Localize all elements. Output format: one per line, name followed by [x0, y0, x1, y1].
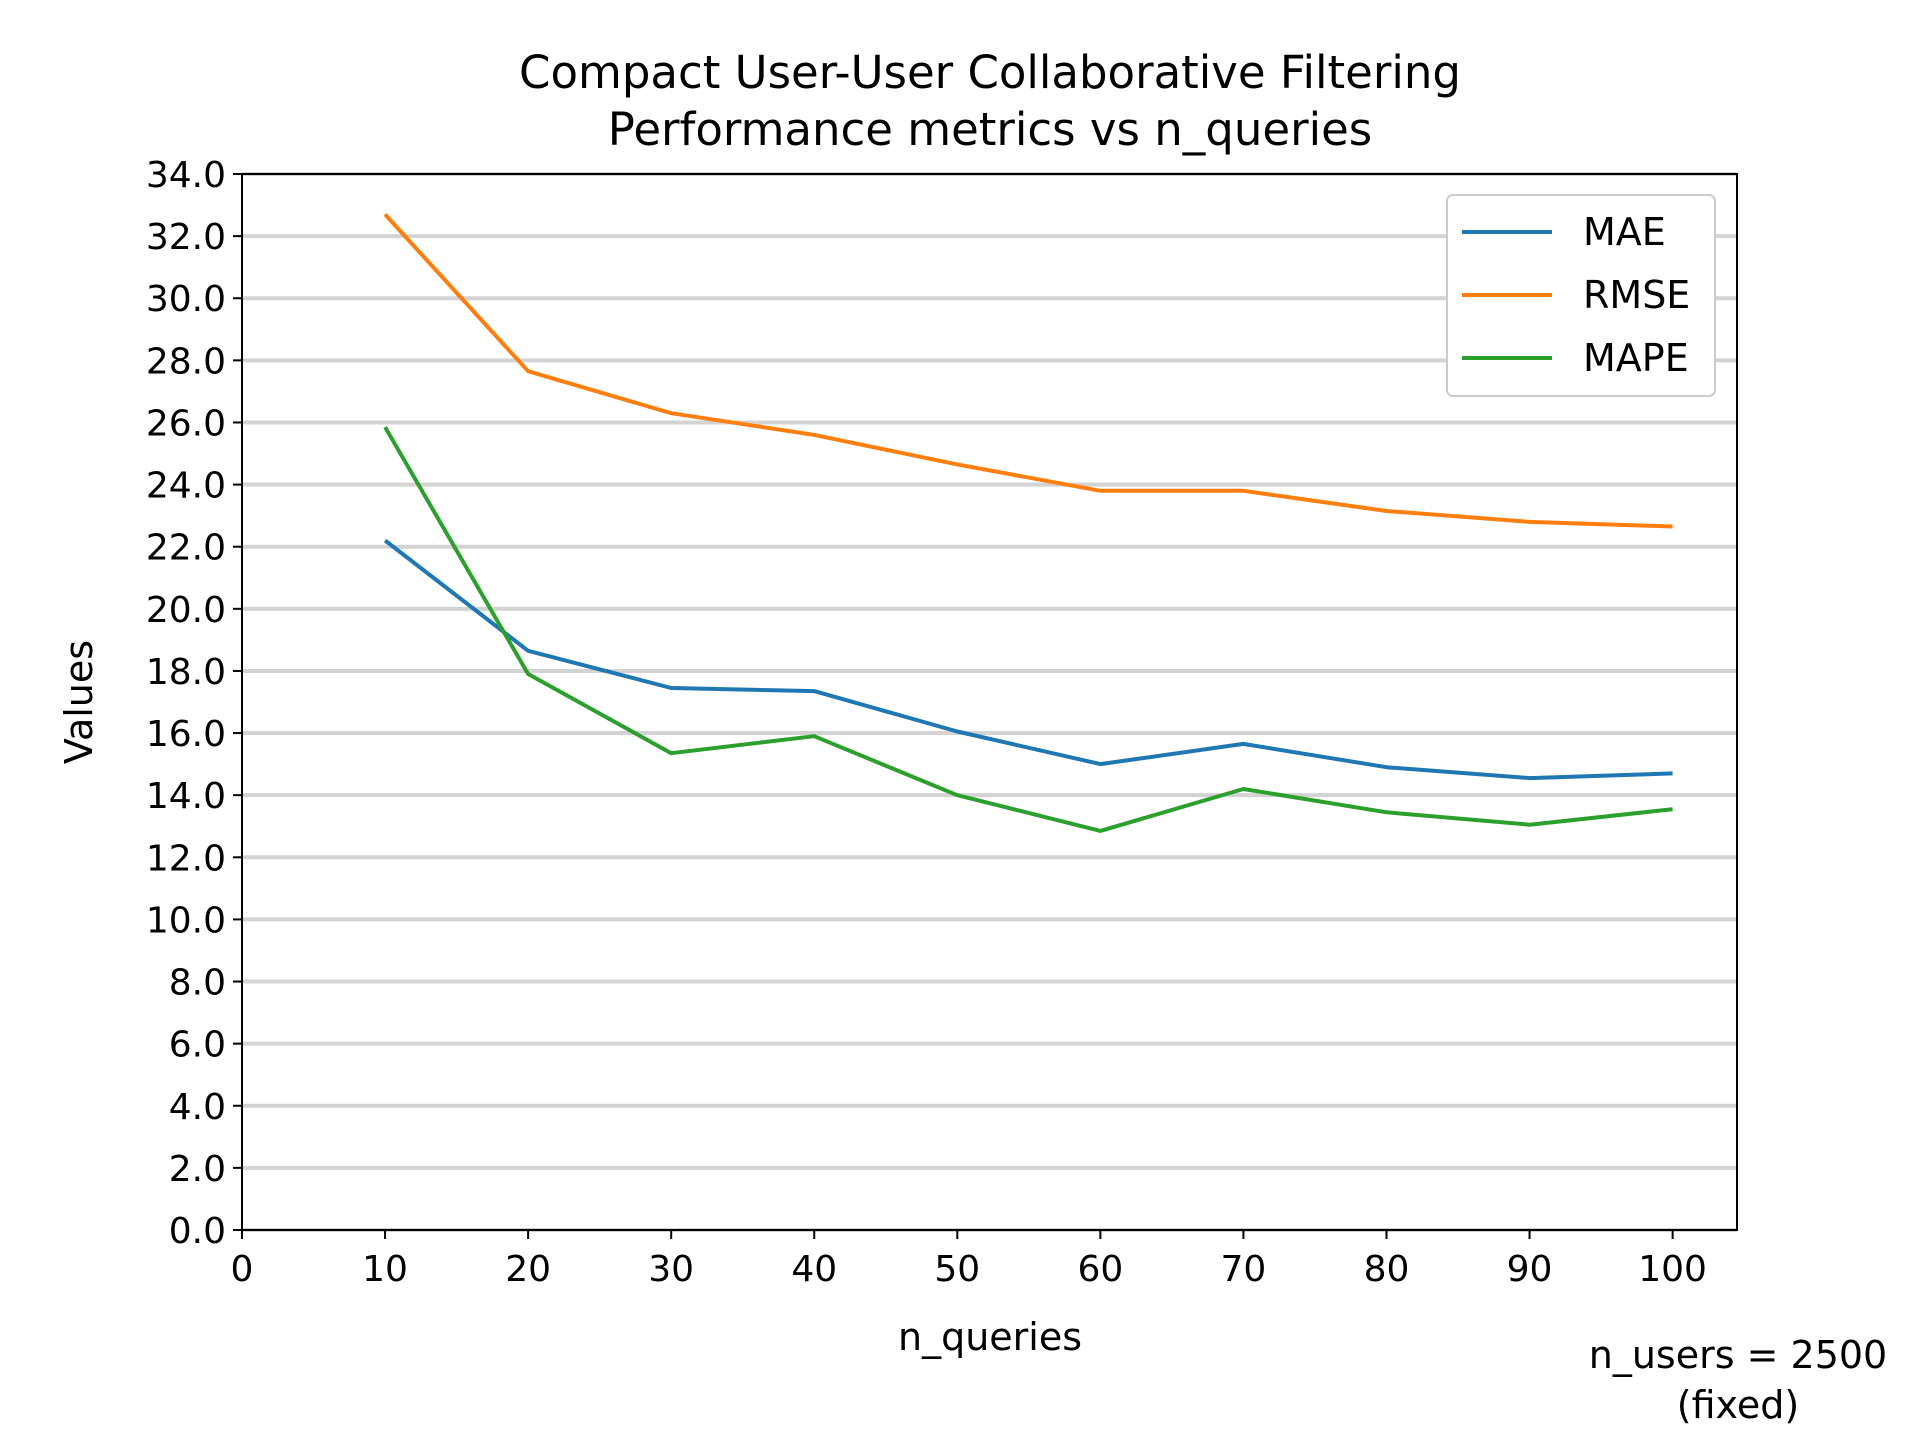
chart-title-line1: Compact User-User Collaborative Filterin…	[519, 46, 1461, 99]
legend: MAE RMSE MAPE	[1446, 194, 1716, 397]
x-tick-label: 40	[791, 1249, 837, 1290]
x-tick-label: 70	[1221, 1249, 1267, 1290]
grid-lines	[242, 172, 1737, 1232]
y-tick-label: 24.0	[146, 466, 226, 507]
y-tick-label: 12.0	[146, 838, 226, 879]
data-series	[383, 213, 1673, 833]
y-tick-label: 32.0	[146, 217, 226, 258]
legend-label-mae: MAE	[1583, 210, 1666, 254]
x-tick-label: 20	[505, 1249, 551, 1290]
annotation-line2: (fixed)	[1677, 1383, 1799, 1427]
legend-label-rmse: RMSE	[1583, 273, 1690, 317]
y-tick-label: 18.0	[146, 652, 226, 693]
y-tick-label: 26.0	[146, 403, 226, 444]
series-line-mape	[383, 426, 1673, 833]
y-tick-label: 2.0	[169, 1149, 226, 1190]
chart-title-line2: Performance metrics vs n_queries	[608, 103, 1372, 156]
y-tick-label: 10.0	[146, 900, 226, 941]
x-tick-label: 0	[231, 1249, 254, 1290]
y-tick-label: 34.0	[146, 155, 226, 196]
y-tick-label: 14.0	[146, 776, 226, 817]
y-axis-label: Values	[57, 640, 101, 764]
y-tick-label: 6.0	[169, 1025, 226, 1066]
y-tick-label: 28.0	[146, 341, 226, 382]
x-tick-label: 100	[1638, 1249, 1707, 1290]
plot-frame	[241, 173, 1738, 1231]
x-tick-label: 60	[1077, 1249, 1123, 1290]
x-tick-label: 50	[934, 1249, 980, 1290]
y-tick-label: 0.0	[169, 1211, 226, 1252]
x-tick-label: 30	[648, 1249, 694, 1290]
y-tick-label: 22.0	[146, 528, 226, 569]
legend-label-mape: MAPE	[1583, 336, 1689, 380]
x-axis-label: n_queries	[898, 1315, 1082, 1359]
y-tick-label: 16.0	[146, 714, 226, 755]
annotation-line1: n_users = 2500	[1589, 1333, 1887, 1377]
y-tick-label: 8.0	[169, 963, 226, 1004]
x-tick-label: 80	[1364, 1249, 1410, 1290]
y-tick-label: 4.0	[169, 1087, 226, 1128]
x-tick-label: 90	[1507, 1249, 1553, 1290]
y-tick-label: 30.0	[146, 279, 226, 320]
y-axis: 0.0 2.0 4.0 6.0 8.0 10.0 12.0 14.0 16.0 18.0 20.0 2…	[146, 155, 242, 1252]
legend-frame	[1446, 194, 1716, 397]
series-line-rmse	[383, 213, 1673, 529]
x-axis: 0 10 20 30 40 50 60 70 80 90 100	[231, 1230, 1707, 1290]
y-tick-label: 20.0	[146, 590, 226, 631]
x-tick-label: 10	[362, 1249, 408, 1290]
series-line-mae	[383, 538, 1673, 781]
